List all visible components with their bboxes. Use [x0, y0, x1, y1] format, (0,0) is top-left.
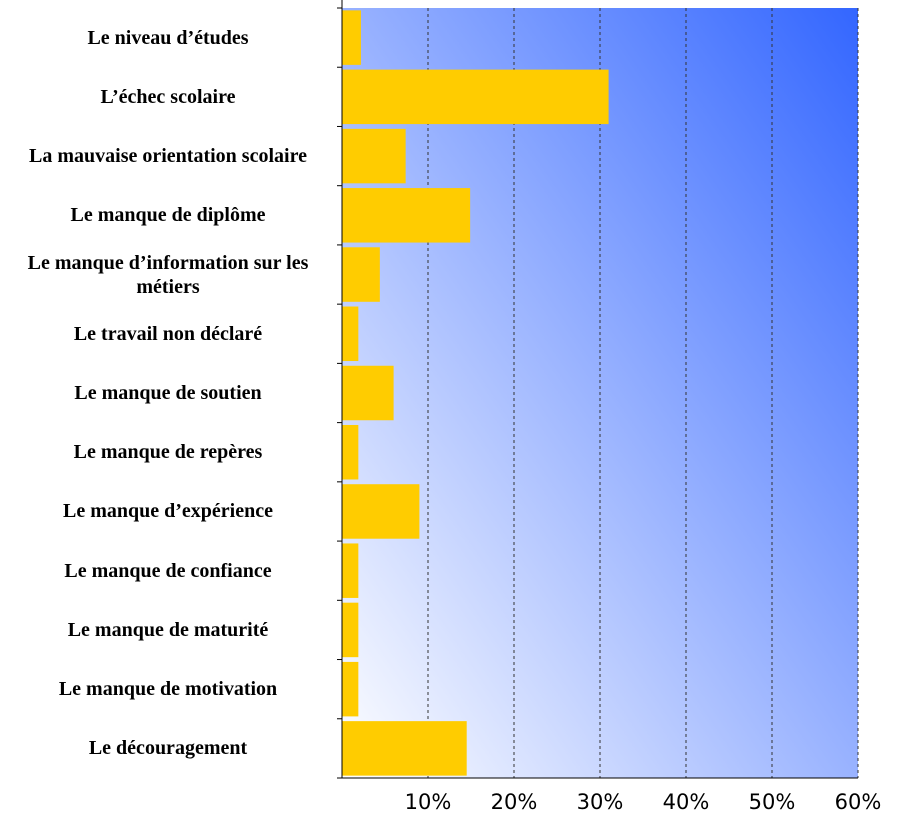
- bar: [342, 721, 467, 776]
- bar: [342, 10, 361, 65]
- y-tick-label: Le travail non déclaré: [73, 322, 263, 345]
- x-tick-label: 50%: [748, 790, 796, 814]
- y-tick-label: Le manque de repères: [73, 441, 263, 464]
- bar: [342, 306, 359, 362]
- y-tick-label: Le manque de diplôme: [70, 204, 266, 227]
- y-tick-label: Le manque d’information sur les métiers: [27, 251, 309, 298]
- y-tick-label: L’échec scolaire: [100, 85, 236, 108]
- y-tick-label: Le manque d’expérience: [63, 500, 273, 523]
- bar: [342, 424, 359, 480]
- x-tick-label: 10%: [404, 790, 452, 814]
- x-tick-label: 60%: [834, 790, 882, 814]
- bar: [342, 661, 359, 717]
- y-tick-label: Le manque de confiance: [64, 559, 272, 582]
- x-tick-label: 40%: [662, 790, 710, 814]
- y-tick-label: Le manque de maturité: [67, 618, 269, 641]
- bar: [342, 188, 471, 243]
- bar: [342, 543, 359, 598]
- y-tick-label: Le découragement: [88, 737, 248, 760]
- bar: [342, 602, 359, 658]
- bar: [342, 247, 380, 302]
- bar: [342, 128, 406, 184]
- y-tick-label: Le niveau d’études: [87, 26, 249, 49]
- y-tick-label: La mauvaise orientation scolaire: [29, 145, 307, 168]
- bar: [342, 365, 394, 421]
- x-tick-label: 30%: [576, 790, 624, 814]
- y-tick-label: Le manque de soutien: [74, 381, 262, 404]
- bar: [342, 484, 420, 539]
- x-tick-label: 20%: [490, 790, 538, 814]
- y-tick-label: Le manque de motivation: [58, 678, 278, 701]
- bar: [342, 69, 609, 125]
